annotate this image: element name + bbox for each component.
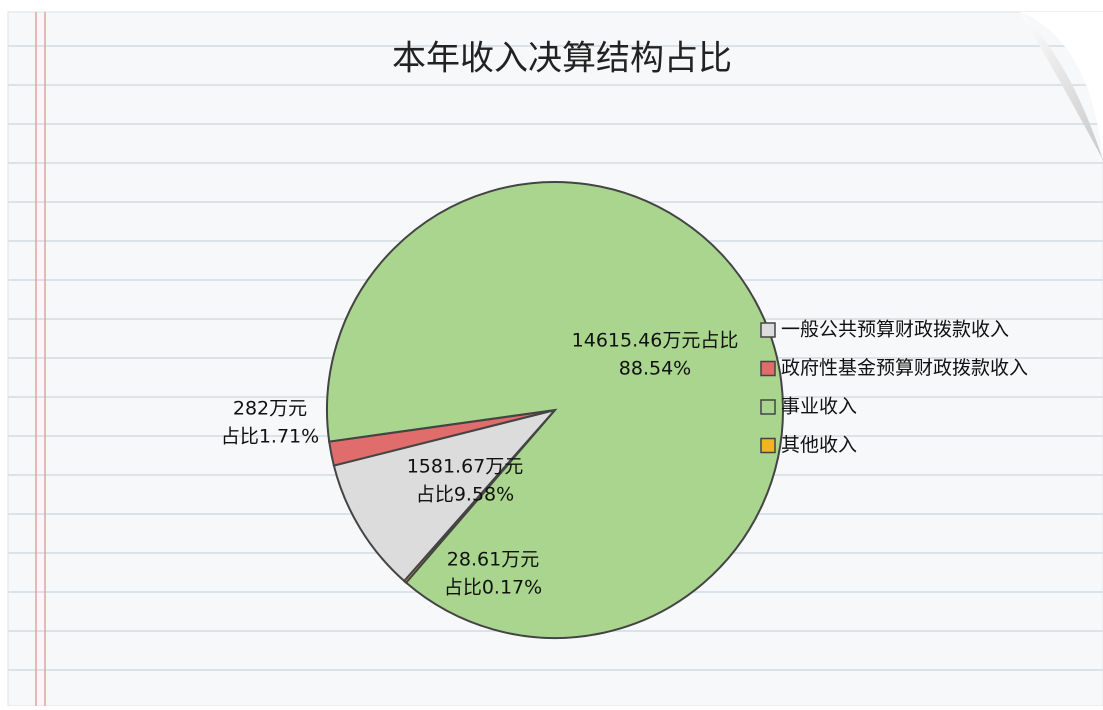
legend-label: 事业收入 <box>781 396 857 418</box>
legend-swatch <box>761 323 775 337</box>
legend-swatch <box>761 400 775 414</box>
legend-label: 政府性基金预算财政拨款收入 <box>781 357 1028 379</box>
chart-title: 本年收入决算结构占比 <box>392 39 732 79</box>
pie <box>327 182 783 638</box>
percent-label: 88.54% <box>619 358 691 380</box>
value-label: 1581.67万元 <box>407 456 524 478</box>
percent-label: 占比9.58% <box>416 484 514 506</box>
value-label: 28.61万元 <box>447 549 539 571</box>
legend-label: 一般公共预算财政拨款收入 <box>781 319 1009 341</box>
percent-label: 占比0.17% <box>444 577 542 599</box>
legend-swatch <box>761 439 775 453</box>
chart: 本年收入决算结构占比 1581.67万元占比9.58% 282万元占比1.71% 1… <box>0 0 1103 706</box>
legend-label: 其他收入 <box>781 434 857 456</box>
value-label: 282万元 <box>233 398 307 420</box>
percent-label: 占比1.71% <box>221 426 319 448</box>
legend-swatch <box>761 362 775 376</box>
value-label: 14615.46万元占比 <box>572 330 739 352</box>
